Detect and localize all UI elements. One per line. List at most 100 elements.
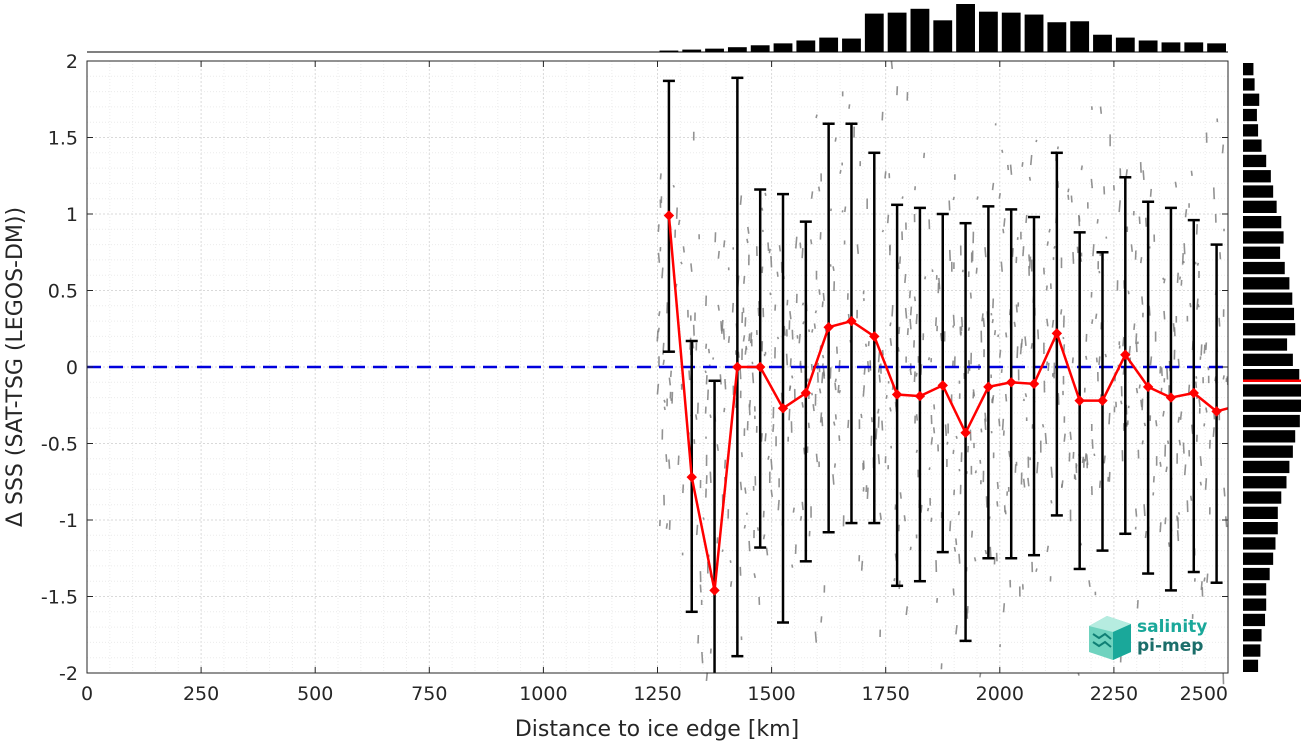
scatter-point — [744, 525, 745, 529]
scatter-point — [1185, 464, 1186, 475]
scatter-point — [722, 550, 723, 552]
scatter-point — [993, 395, 994, 401]
scatter-point — [1223, 375, 1224, 379]
right-histogram-bar — [1243, 354, 1293, 366]
right-histogram-bar — [1243, 507, 1278, 519]
scatter-point — [839, 390, 840, 393]
scatter-point — [997, 501, 998, 506]
x-tick-label: 500 — [297, 683, 333, 705]
right-histogram — [1243, 63, 1301, 672]
scatter-point — [812, 364, 813, 370]
mean-marker — [961, 428, 970, 437]
scatter-point — [793, 508, 794, 513]
scatter-point — [749, 541, 750, 551]
scatter-point — [959, 511, 960, 515]
right-histogram-bar — [1243, 262, 1285, 274]
scatter-point — [792, 565, 793, 568]
scatter-point — [1226, 516, 1227, 527]
top-histogram-bar — [1207, 43, 1226, 52]
scatter-point — [981, 429, 982, 433]
right-histogram-bar — [1243, 599, 1266, 611]
mean-marker — [915, 392, 924, 401]
scatter-point — [765, 433, 766, 441]
scatter-point — [816, 454, 817, 462]
scatter-point — [1094, 454, 1095, 456]
scatter-point — [1061, 309, 1062, 314]
right-histogram-bar — [1243, 109, 1257, 121]
scatter-point — [807, 379, 808, 382]
scatter-point — [1014, 322, 1015, 327]
scatter-point — [906, 606, 907, 615]
scatter-point — [1160, 462, 1161, 467]
scatter-point — [778, 337, 779, 339]
scatter-point — [956, 436, 957, 439]
scatter-point — [1144, 423, 1145, 426]
scatter-point — [823, 368, 824, 376]
scatter-point — [762, 208, 763, 211]
scatter-point — [932, 269, 933, 272]
scatter-point — [1004, 218, 1005, 226]
scatter-point — [1086, 356, 1087, 360]
y-tick-label: 0.5 — [48, 281, 78, 303]
scatter-point — [657, 384, 658, 395]
scatter-point — [1191, 496, 1192, 501]
right-histogram-bar — [1243, 277, 1289, 289]
scatter-point — [1180, 277, 1181, 280]
scatter-point — [975, 470, 976, 473]
right-histogram-bar — [1243, 155, 1266, 167]
scatter-point — [1031, 155, 1032, 165]
scatter-point — [802, 402, 803, 407]
scatter-point — [1071, 196, 1072, 203]
scatter-point — [804, 448, 805, 455]
right-histogram-bar — [1243, 140, 1262, 152]
scatter-point — [709, 349, 710, 353]
scatter-point — [1097, 219, 1098, 223]
top-histogram-bar — [956, 4, 975, 52]
scatter-point — [1048, 363, 1049, 371]
scatter-point — [892, 305, 893, 316]
scatter-point — [823, 355, 824, 358]
scatter-point — [1049, 229, 1050, 233]
top-histogram-bar — [660, 51, 679, 52]
top-histogram-bar — [1025, 15, 1044, 52]
scatter-point — [1186, 209, 1187, 217]
top-histogram-bar — [751, 45, 770, 52]
right-histogram-bar — [1243, 644, 1260, 656]
top-histogram — [87, 4, 1228, 52]
scatter-point — [904, 515, 905, 521]
scatter-point — [1068, 189, 1069, 193]
scatter-point — [910, 290, 911, 298]
scatter-point — [911, 307, 912, 316]
scatter-point — [946, 424, 947, 436]
scatter-point — [765, 193, 766, 196]
scatter-point — [789, 409, 790, 420]
scatter-point — [879, 364, 880, 372]
scatter-point — [696, 414, 697, 419]
y-tick-label: 1 — [66, 204, 78, 226]
top-histogram-bar — [682, 50, 701, 52]
scatter-point — [811, 239, 812, 244]
right-histogram-bar — [1243, 308, 1294, 320]
scatter-point — [767, 548, 768, 556]
scatter-point — [1036, 140, 1037, 142]
scatter-point — [769, 249, 770, 253]
scatter-point — [1224, 488, 1225, 497]
scatter-point — [1123, 368, 1124, 375]
scatter-point — [702, 652, 703, 663]
scatter-point — [982, 313, 983, 321]
scatter-point — [1012, 248, 1013, 257]
scatter-point — [779, 245, 780, 251]
scatter-point — [916, 373, 917, 377]
scatter-point — [962, 317, 963, 327]
x-tick-label: 2250 — [1090, 683, 1138, 705]
x-tick-label: 250 — [183, 683, 219, 705]
scatter-point — [822, 417, 823, 426]
top-histogram-bar — [1184, 42, 1203, 52]
scatter-point — [724, 329, 725, 340]
scatter-point — [819, 289, 820, 294]
scatter-point — [1178, 273, 1179, 283]
top-histogram-bar — [1139, 40, 1158, 52]
scatter-point — [746, 346, 747, 350]
scatter-point — [1207, 574, 1208, 583]
scatter-point — [1075, 475, 1076, 480]
